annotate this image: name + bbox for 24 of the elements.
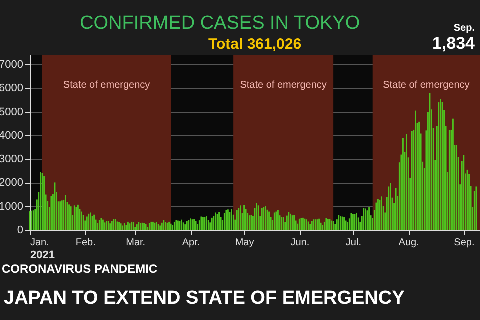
band-label: State of emergency [383, 80, 470, 91]
y-tick-label: 7000 [0, 58, 24, 71]
x-tick-label: Sep. [454, 238, 475, 248]
x-tick-label: Apr. [182, 238, 200, 248]
text: CORONAVIRUS PANDEMIC [2, 262, 158, 276]
x-tick-label: Feb. [76, 238, 96, 248]
x-tick-label: May [235, 238, 254, 248]
text: Total 361,026 [208, 36, 302, 53]
x-tick-label: Jun. [290, 238, 310, 248]
x-tick-label: Aug. [398, 238, 420, 248]
x-axis-title: 2021 [30, 250, 55, 262]
x-tick-label: Jul. [346, 238, 362, 248]
band-label: State of emergency [63, 80, 150, 91]
y-tick-label: 1000 [0, 200, 24, 213]
text: 1,834 [432, 34, 476, 53]
band-label: State of emergency [240, 80, 327, 91]
y-tick-label: 6000 [0, 82, 24, 95]
y-tick-label: 0 [17, 224, 24, 236]
y-tick-label: 2000 [0, 177, 24, 190]
text: Sep. [454, 23, 476, 34]
text: JAPAN TO EXTEND STATE OF EMERGENCY [4, 288, 406, 309]
x-tick-label: Jan. [30, 238, 50, 248]
x-tick-label: Mar. [126, 238, 146, 248]
chart-title: CONFIRMED CASES IN TOKYO [80, 13, 360, 34]
